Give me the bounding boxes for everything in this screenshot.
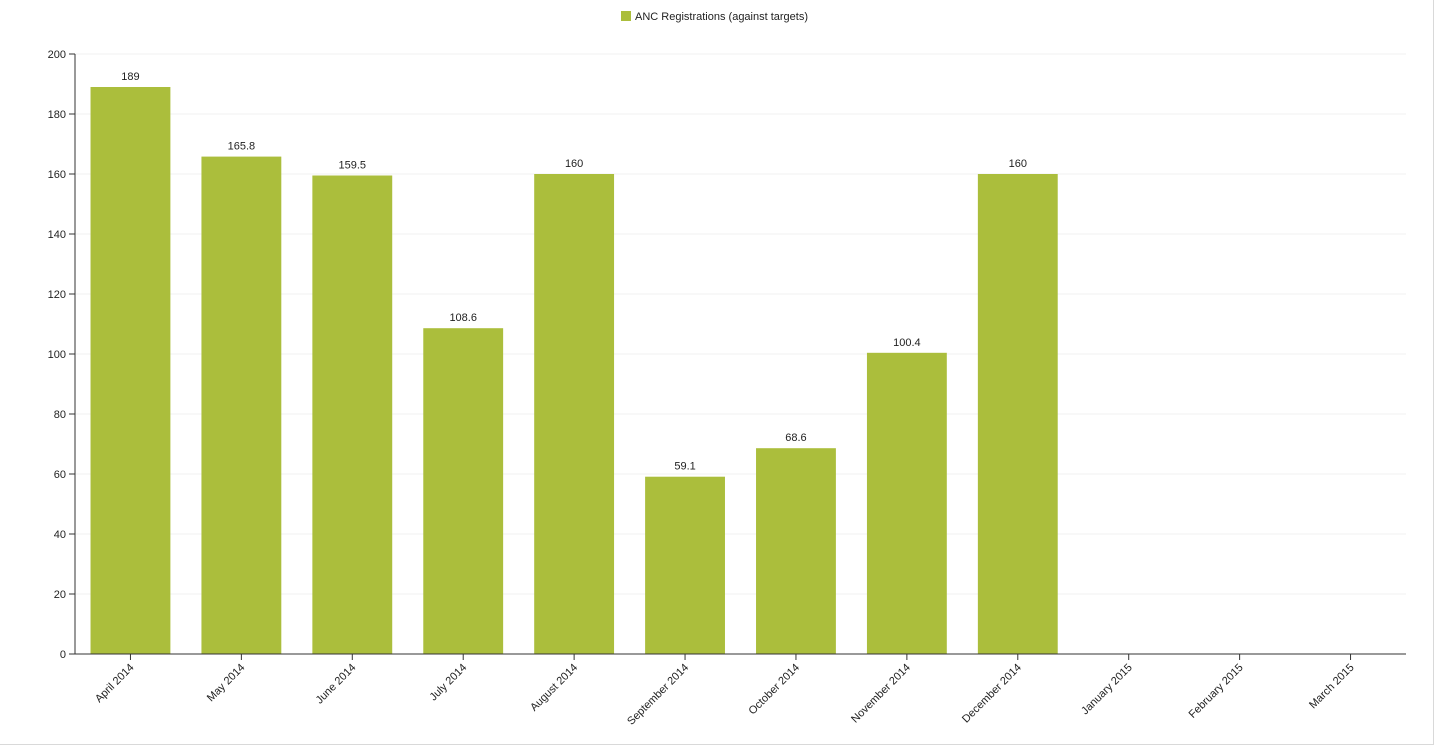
bar[interactable] xyxy=(645,476,725,654)
legend-label: ANC Registrations (against targets) xyxy=(635,11,808,23)
bar[interactable] xyxy=(534,174,615,654)
bars xyxy=(90,87,1058,655)
y-tick-label: 200 xyxy=(48,49,66,61)
data-label: 189 xyxy=(121,71,139,83)
legend[interactable]: ANC Registrations (against targets) xyxy=(621,11,808,23)
data-label: 108.6 xyxy=(449,312,477,324)
y-tick-label: 0 xyxy=(60,649,66,661)
x-tick-label: August 2014 xyxy=(528,662,580,714)
x-tick-label: October 2014 xyxy=(746,662,802,718)
x-tick-label: November 2014 xyxy=(849,662,913,726)
data-label: 68.6 xyxy=(785,432,806,444)
bar[interactable] xyxy=(90,87,171,654)
y-tick-label: 140 xyxy=(48,229,66,241)
y-tick-label: 120 xyxy=(48,289,66,301)
x-tick-label: March 2015 xyxy=(1307,662,1357,712)
data-label: 59.1 xyxy=(674,461,695,473)
gridlines xyxy=(75,53,1406,595)
data-labels: 189 165.8 159.5 108.6 160 59.1 68.6 100.4 160 xyxy=(121,71,1027,473)
bar[interactable] xyxy=(312,175,393,655)
y-tick-label: 60 xyxy=(54,469,66,481)
y-tick-label: 40 xyxy=(54,529,66,541)
data-label: 100.4 xyxy=(893,337,921,349)
data-label: 165.8 xyxy=(228,141,256,153)
x-tick-label: May 2014 xyxy=(205,662,248,705)
y-tick-label: 180 xyxy=(48,109,66,121)
y-tick-label: 80 xyxy=(54,409,66,421)
data-label: 159.5 xyxy=(339,160,367,172)
x-tick-label: April 2014 xyxy=(93,662,137,706)
data-label: 160 xyxy=(1009,158,1027,170)
x-tick-label: July 2014 xyxy=(428,662,470,704)
bar[interactable] xyxy=(756,448,836,654)
y-tick-label: 100 xyxy=(48,349,66,361)
bar[interactable] xyxy=(977,174,1058,654)
data-label: 160 xyxy=(565,158,583,170)
x-tick-label: December 2014 xyxy=(960,662,1024,726)
x-tick-label: September 2014 xyxy=(625,662,691,728)
x-tick-label: January 2015 xyxy=(1079,662,1135,718)
bar[interactable] xyxy=(866,352,947,654)
legend-swatch xyxy=(621,11,631,21)
x-tick-label: June 2014 xyxy=(314,662,359,707)
bar[interactable] xyxy=(423,328,504,654)
x-tick-label: February 2015 xyxy=(1187,662,1246,721)
y-tick-label: 20 xyxy=(54,589,66,601)
bar[interactable] xyxy=(201,156,282,654)
y-tick-label: 160 xyxy=(48,169,66,181)
